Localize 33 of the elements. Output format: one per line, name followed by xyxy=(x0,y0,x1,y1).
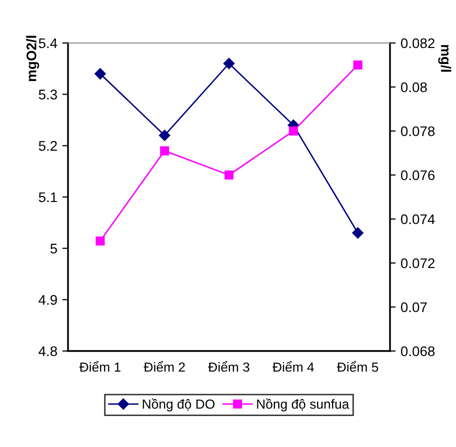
x-tick-label: Điểm 3 xyxy=(208,361,250,372)
x-tick-label: Điểm 2 xyxy=(144,361,185,372)
point xyxy=(96,236,105,246)
y-tick-label: 5.2 xyxy=(38,141,57,151)
point xyxy=(288,126,298,136)
y-tick-label: 5.3 xyxy=(38,90,57,100)
y-tick-label: 4.8 xyxy=(38,346,57,356)
y2-tick-label: 0.078 xyxy=(400,126,435,136)
y2-tick-label: 0.082 xyxy=(400,38,434,48)
x-tick-label: Điểm 4 xyxy=(272,361,314,372)
point xyxy=(353,60,362,70)
y2-tick-label: 0.07 xyxy=(400,302,427,312)
y2-tick-label: 0.072 xyxy=(400,258,434,268)
y2-tick-label: 0.08 xyxy=(400,82,427,92)
y2-tick-label: 0.068 xyxy=(400,346,435,356)
y2-tick-label: 0.074 xyxy=(400,214,435,224)
point xyxy=(94,68,106,80)
legend-label: Nồng độ DO xyxy=(142,398,215,412)
y-tick-label: 5 xyxy=(50,244,57,254)
y-tick-label: 4.9 xyxy=(38,295,57,305)
x-tick-label: Điểm 1 xyxy=(79,361,120,372)
point xyxy=(223,58,235,70)
y-axis-title: mgO2/l xyxy=(26,36,40,82)
point xyxy=(224,170,234,180)
point xyxy=(160,146,170,156)
y-tick-label: 5.1 xyxy=(38,192,57,202)
point xyxy=(352,227,364,239)
y2-axis-title: mg/l xyxy=(438,45,452,72)
y-tick-label: 5.4 xyxy=(38,38,58,48)
point xyxy=(158,130,170,142)
x-tick-label: Điểm 5 xyxy=(336,361,378,372)
y2-tick-label: 0.076 xyxy=(400,170,435,180)
legend-label: Nồng độ sunfua xyxy=(257,398,350,412)
